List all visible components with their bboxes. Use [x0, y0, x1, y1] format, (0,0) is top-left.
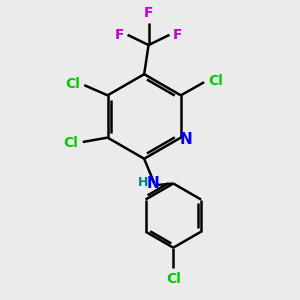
Text: F: F [173, 28, 182, 42]
Text: N: N [180, 132, 192, 147]
Text: Cl: Cl [208, 74, 223, 88]
Text: Cl: Cl [65, 77, 80, 91]
Text: F: F [144, 6, 153, 20]
Text: H: H [138, 176, 148, 189]
Text: Cl: Cl [64, 136, 78, 150]
Text: N: N [146, 176, 159, 191]
Text: F: F [115, 28, 124, 42]
Text: Cl: Cl [166, 272, 181, 286]
